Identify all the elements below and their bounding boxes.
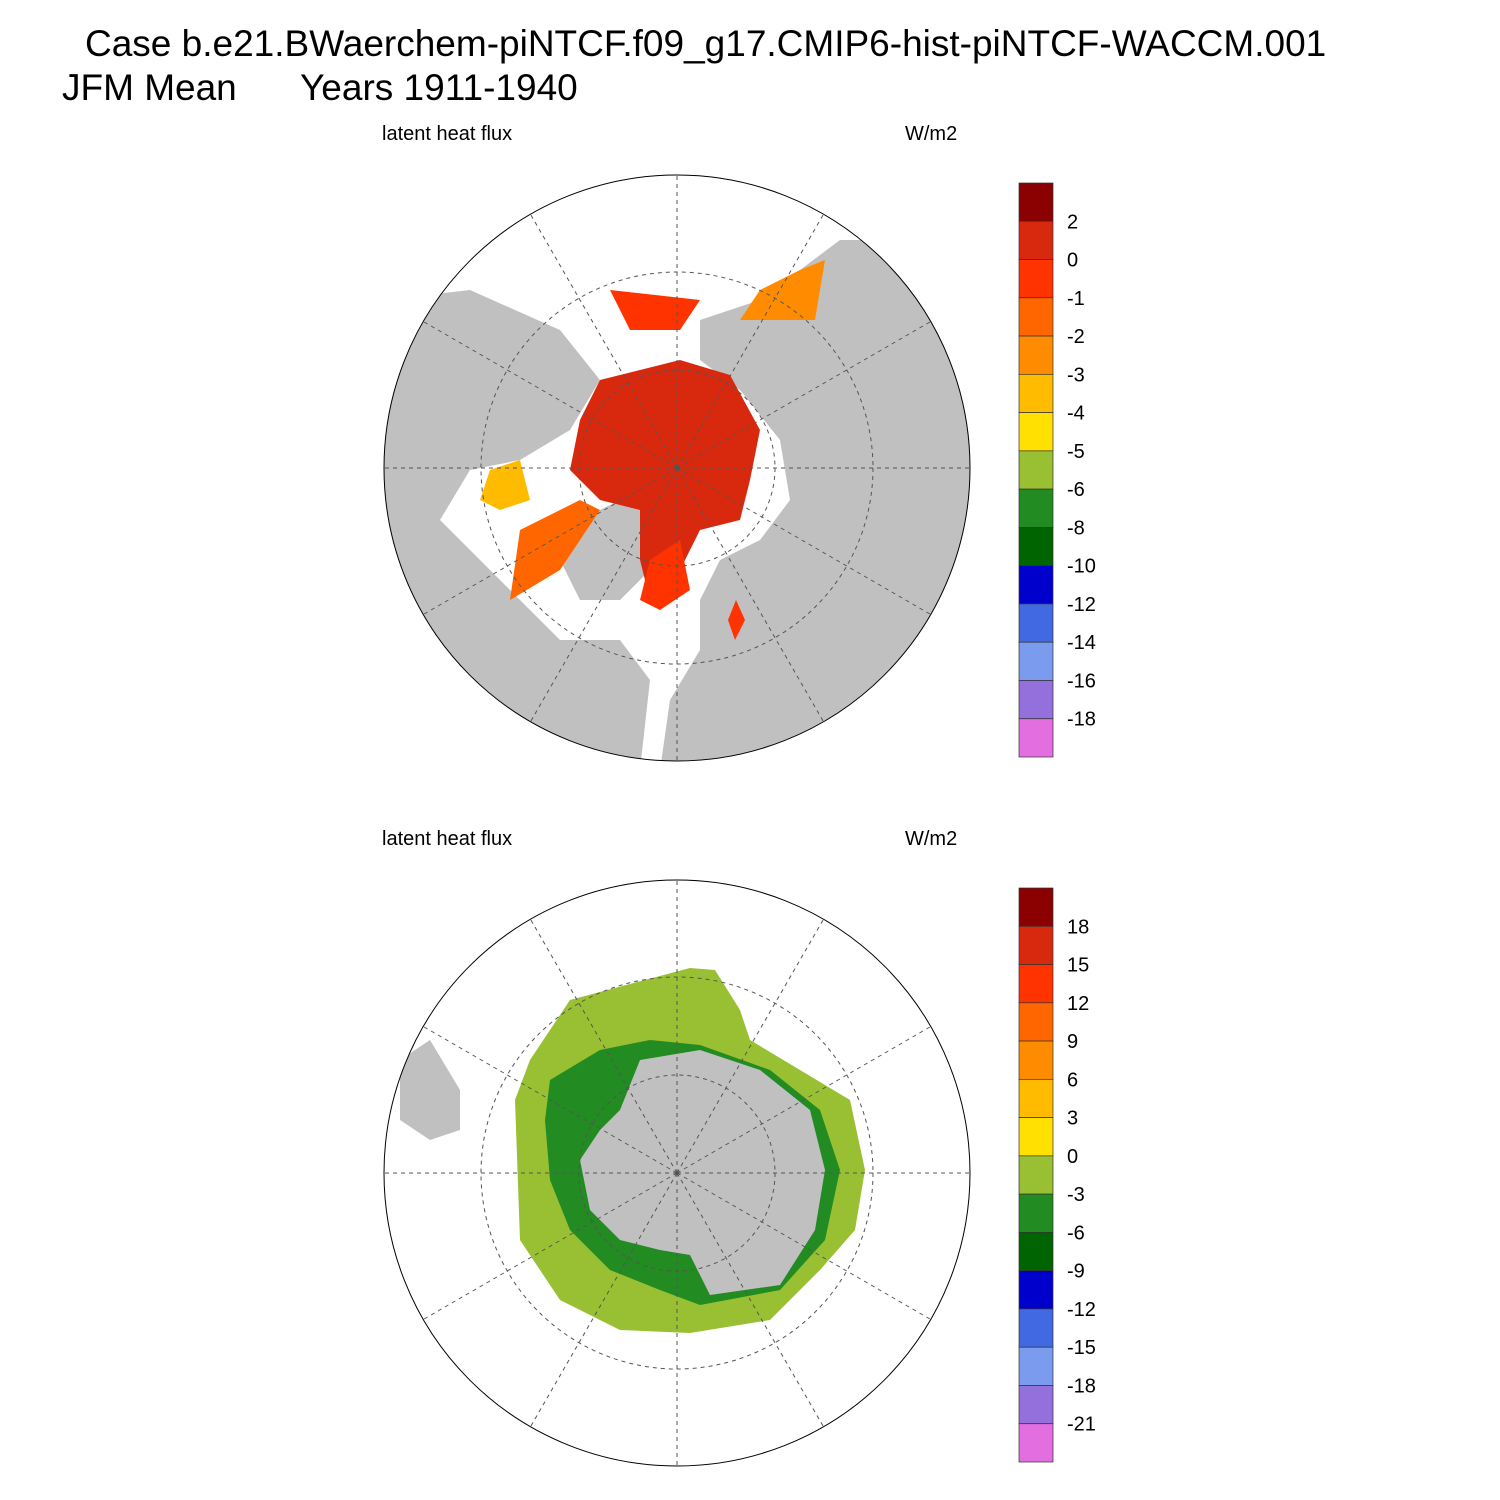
colorbar-box [1018, 373, 1054, 413]
colorbar-label: -18 [1067, 1375, 1096, 1397]
field-baltic [728, 600, 745, 640]
colorbar-box [1018, 925, 1054, 965]
meridian [530, 1172, 678, 1427]
colorbar-label: 0 [1067, 250, 1078, 272]
arctic-field [570, 360, 760, 600]
colorbar-box [1018, 1078, 1054, 1118]
colorbar-box [1018, 182, 1054, 222]
panel-right-label: W/m2 [905, 123, 957, 145]
colorbar-box [1018, 1040, 1054, 1080]
colorbar-label: -2 [1067, 326, 1085, 348]
colorbar-label: 12 [1067, 993, 1089, 1015]
colorbar-box [1018, 964, 1054, 1004]
meridian [676, 467, 824, 722]
colorbar-label: 0 [1067, 1146, 1078, 1168]
colorbar-box [1018, 527, 1054, 567]
meridian [676, 467, 931, 615]
meridian [676, 1172, 931, 1320]
field-hudson [480, 460, 530, 510]
colorbar-box [1018, 718, 1054, 758]
meridian [676, 321, 931, 469]
map-border [383, 174, 971, 762]
colorbar-label: -6 [1067, 1222, 1085, 1244]
panel-left-label: latent heat flux [382, 828, 512, 850]
colorbar-box [1018, 1346, 1054, 1386]
colorbar-label: -3 [1067, 1184, 1085, 1206]
meridian [530, 467, 678, 722]
colorbar-box [1018, 488, 1054, 528]
colorbar-label: -1 [1067, 288, 1085, 310]
title: Case b.e21.BWaerchem-piNTCF.f09_g17.CMIP… [85, 23, 1326, 64]
colorbar-box [1018, 565, 1054, 605]
field-okhotsk [740, 260, 825, 320]
colorbar-label: -10 [1067, 556, 1096, 578]
meridian [423, 467, 678, 615]
colorbar-label: 3 [1067, 1108, 1078, 1130]
colorbar-box [1018, 680, 1054, 720]
colorbar-box [1018, 603, 1054, 643]
colorbar-box [1018, 887, 1054, 927]
colorbar-box [1018, 259, 1054, 299]
meridian [530, 214, 678, 469]
colorbar-box [1018, 1308, 1054, 1348]
land-eurasia [660, 240, 970, 761]
colorbar-label: -12 [1067, 594, 1096, 616]
colorbar-box [1018, 1155, 1054, 1195]
colorbar-label: 18 [1067, 916, 1089, 938]
colorbar-label: -6 [1067, 479, 1085, 501]
colorbar-label: -9 [1067, 1261, 1085, 1283]
colorbar-box [1018, 1117, 1054, 1157]
colorbar-label: -4 [1067, 403, 1085, 425]
colorbar-label: -15 [1067, 1337, 1096, 1359]
panel-left-label: latent heat flux [382, 123, 512, 145]
colorbar-box [1018, 1002, 1054, 1042]
colorbar-box [1018, 297, 1054, 337]
colorbar: 18 15 12 9 6 3 0 -3 -6 -9 -12 -15 -18 -21 [1018, 887, 1096, 1463]
colorbar-box [1018, 641, 1054, 681]
colorbar-box [1018, 1423, 1054, 1463]
colorbar-box [1018, 450, 1054, 490]
colorbar-label: -18 [1067, 709, 1096, 731]
colorbar-label: 6 [1067, 1069, 1078, 1091]
meridian [423, 321, 678, 469]
colorbar-box [1018, 412, 1054, 452]
map-antarctic [383, 879, 971, 1467]
colorbar-box [1018, 220, 1054, 260]
colorbar-label: 2 [1067, 211, 1078, 233]
colorbar-label: -12 [1067, 1299, 1096, 1321]
meridian [676, 214, 824, 469]
land-south-america [400, 1040, 460, 1140]
colorbar-box [1018, 1270, 1054, 1310]
meridian [423, 1172, 678, 1320]
meridian [423, 1026, 678, 1174]
colorbar-label: 15 [1067, 955, 1089, 977]
colorbar: 2 0 -1 -2 -3 -4 -5 -6 -8 -10 -12 -14 -16 -18 [1018, 182, 1096, 758]
meridian [676, 1026, 931, 1174]
colorbar-box [1018, 1232, 1054, 1272]
colorbar-label: -16 [1067, 670, 1096, 692]
meridian [676, 919, 824, 1174]
graticule [384, 880, 970, 1466]
colorbar-label: -14 [1067, 632, 1096, 654]
graticule [384, 175, 970, 761]
map-arctic [383, 174, 971, 762]
meridian [676, 1172, 824, 1427]
years: Years 1911-1940 [300, 67, 578, 108]
map-border [383, 879, 971, 1467]
colorbar-box [1018, 1385, 1054, 1425]
season: JFM Mean [62, 67, 237, 108]
colorbar-label: -3 [1067, 364, 1085, 386]
colorbar-label: -8 [1067, 517, 1085, 539]
colorbar-box [1018, 1193, 1054, 1233]
colorbar-label: -5 [1067, 441, 1085, 463]
colorbar-label: 9 [1067, 1031, 1078, 1053]
land-america [384, 290, 650, 761]
meridian [530, 919, 678, 1174]
colorbar-box [1018, 335, 1054, 375]
colorbar-label: -21 [1067, 1414, 1096, 1436]
panel-right-label: W/m2 [905, 828, 957, 850]
